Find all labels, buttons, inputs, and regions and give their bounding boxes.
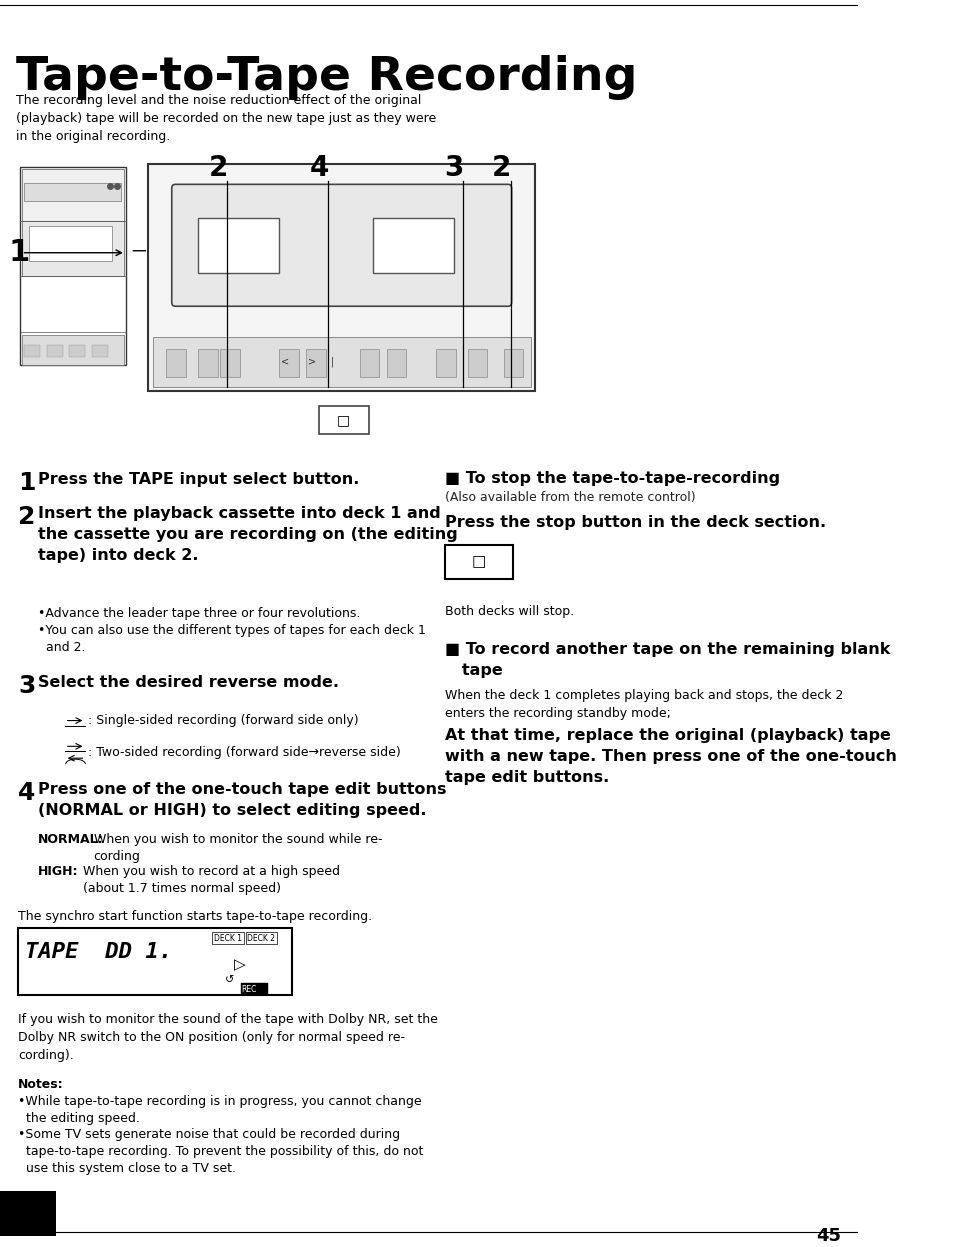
Bar (278, 349, 298, 377)
Bar (305, 349, 325, 377)
Bar (29, 226, 112, 261)
Bar (359, 349, 379, 377)
Text: ■ To stop the tape-to-tape-recording: ■ To stop the tape-to-tape-recording (445, 471, 780, 486)
Bar (467, 349, 487, 377)
Text: At that time, replace the original (playback) tape
with a new tape. Then press o: At that time, replace the original (play… (445, 728, 896, 786)
Bar (70, 345, 86, 357)
Text: When the deck 1 completes playing back and stops, the deck 2
enters the recordin: When the deck 1 completes playing back a… (445, 688, 842, 720)
Text: <: < (281, 357, 290, 367)
Text: DECK 1: DECK 1 (213, 934, 242, 943)
Text: Tape-to-Tape Recording: Tape-to-Tape Recording (16, 55, 637, 100)
Text: •Advance the leader tape three or four revolutions.: •Advance the leader tape three or four r… (38, 606, 360, 620)
Bar (20, 167, 126, 364)
Bar (91, 345, 108, 357)
Bar (0, 1191, 55, 1236)
Text: 1: 1 (9, 238, 30, 267)
Text: •Some TV sets generate noise that could be recorded during
  tape-to-tape record: •Some TV sets generate noise that could … (18, 1127, 423, 1175)
Text: 3: 3 (444, 153, 463, 182)
Text: The synchro start function starts tape-to-tape recording.: The synchro start function starts tape-t… (18, 910, 372, 923)
Text: Press one of the one-touch tape edit buttons
(NORMAL or HIGH) to select editing : Press one of the one-touch tape edit but… (38, 782, 446, 818)
Text: When you wish to monitor the sound while re-
cording: When you wish to monitor the sound while… (93, 833, 381, 863)
Text: •You can also use the different types of tapes for each deck 1
  and 2.: •You can also use the different types of… (38, 625, 425, 655)
Bar (152, 337, 530, 387)
Text: 4: 4 (309, 153, 329, 182)
Text: ■ To record another tape on the remaining blank
   tape: ■ To record another tape on the remainin… (445, 642, 889, 678)
Text: 2: 2 (209, 153, 228, 182)
Text: □: □ (336, 413, 350, 428)
Text: DECK 2: DECK 2 (247, 934, 275, 943)
Bar (47, 345, 63, 357)
Text: •While tape-to-tape recording is in progress, you cannot change
  the editing sp: •While tape-to-tape recording is in prog… (18, 1095, 421, 1125)
Bar (22, 335, 124, 364)
Text: REC: REC (241, 985, 256, 994)
Bar (197, 218, 278, 273)
Bar (149, 163, 535, 392)
Text: □: □ (471, 555, 485, 570)
Text: >: > (308, 357, 316, 367)
Text: 2: 2 (18, 505, 35, 530)
Text: Select the desired reverse mode.: Select the desired reverse mode. (38, 675, 338, 690)
Bar (18, 928, 292, 995)
Bar (386, 349, 406, 377)
Bar (24, 183, 121, 201)
Bar (166, 349, 186, 377)
Text: 3: 3 (18, 673, 35, 698)
Text: ↺: ↺ (225, 975, 233, 985)
Bar (373, 218, 454, 273)
Bar (24, 345, 40, 357)
Text: If you wish to monitor the sound of the tape with Dolby NR, set the
Dolby NR swi: If you wish to monitor the sound of the … (18, 1013, 437, 1062)
Text: TAPE  DD 1.: TAPE DD 1. (25, 941, 172, 961)
Text: : Two-sided recording (forward side→reverse side): : Two-sided recording (forward side→reve… (88, 746, 400, 759)
Bar (436, 349, 456, 377)
Text: 45: 45 (815, 1227, 840, 1245)
FancyBboxPatch shape (172, 185, 511, 307)
Text: (Also available from the remote control): (Also available from the remote control) (445, 490, 695, 504)
Bar (22, 170, 124, 221)
Bar (220, 349, 240, 377)
Text: Insert the playback cassette into deck 1 and
the cassette you are recording on (: Insert the playback cassette into deck 1… (38, 506, 457, 564)
Text: Press the TAPE input select button.: Press the TAPE input select button. (38, 471, 358, 486)
Text: |: | (331, 357, 334, 367)
Text: The recording level and the noise reduction effect of the original
(playback) ta: The recording level and the noise reduct… (16, 95, 436, 143)
Bar (241, 983, 268, 995)
Text: 2: 2 (492, 153, 511, 182)
Bar (445, 545, 512, 579)
Bar (503, 349, 523, 377)
Text: 4: 4 (18, 781, 35, 806)
Text: NORMAL:: NORMAL: (38, 833, 103, 845)
Text: Press the stop button in the deck section.: Press the stop button in the deck sectio… (445, 515, 825, 530)
Text: Both decks will stop.: Both decks will stop. (445, 605, 574, 617)
Text: : Single-sided recording (forward side only): : Single-sided recording (forward side o… (88, 713, 358, 727)
Text: ▷: ▷ (233, 958, 245, 973)
Bar (22, 221, 124, 276)
Text: Notes:: Notes: (18, 1079, 64, 1091)
Text: HIGH:: HIGH: (38, 865, 78, 878)
Bar (319, 407, 368, 434)
Text: When you wish to record at a high speed
(about 1.7 times normal speed): When you wish to record at a high speed … (83, 865, 339, 895)
Text: 1: 1 (18, 471, 35, 495)
Bar (197, 349, 217, 377)
